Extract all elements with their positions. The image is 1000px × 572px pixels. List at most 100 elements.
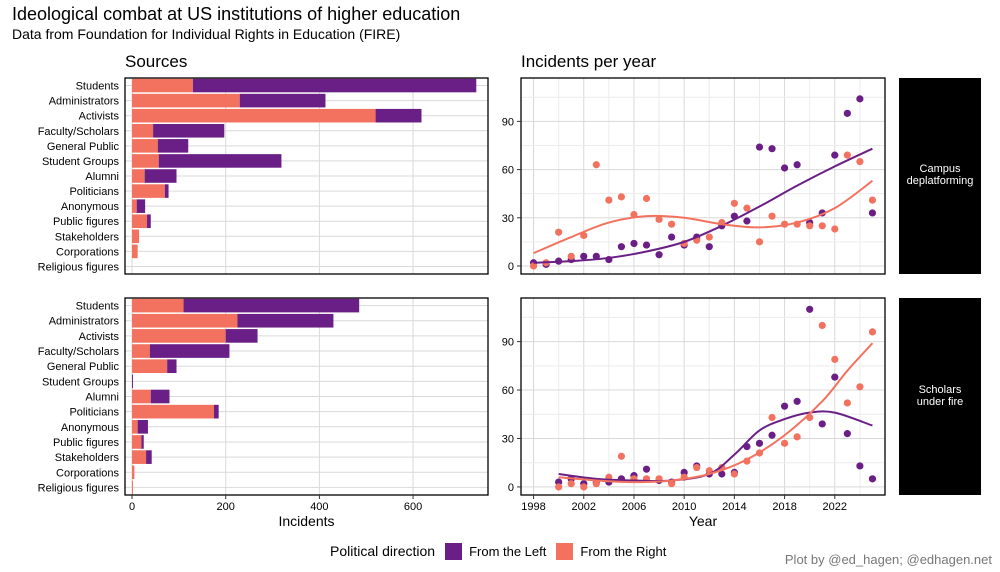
scatter-scholars-under-fire-point-from-the-right-2024 — [856, 383, 864, 391]
scatter-campus-deplatforming-point-from-the-right-2016 — [755, 238, 764, 246]
scatter-campus-deplatforming-point-from-the-right-2015 — [743, 204, 751, 212]
bars-scholars-under-fire-category-label-general-public: General Public — [47, 361, 120, 373]
bars-scholars-under-fire-tick-label-x-600: 600 — [404, 501, 422, 513]
scatter-campus-deplatforming-point-from-the-right-2007 — [642, 194, 651, 203]
bars-campus-deplatforming-bar-faculty-scholars-from-the-left — [153, 123, 225, 138]
scatter-campus-deplatforming-point-from-the-left-2023 — [843, 109, 851, 117]
scatter-campus-deplatforming-point-from-the-left-2002 — [580, 252, 588, 260]
scatter-campus-deplatforming-point-from-the-left-2017 — [768, 145, 776, 153]
scatter-scholars-under-fire-point-from-the-left-2023 — [843, 430, 851, 438]
bars-scholars-under-fire-category-label-public-figures: Public figures — [53, 437, 120, 449]
bars-scholars-under-fire-category-label-activists: Activists — [79, 331, 120, 343]
bars-scholars-under-fire-category-label-anonymous: Anonymous — [61, 422, 120, 434]
bars-campus-deplatforming-category-label-anonymous: Anonymous — [61, 201, 120, 213]
scatter-scholars-under-fire-point-from-the-left-2021 — [818, 420, 826, 428]
scatter-campus-deplatforming-point-from-the-right-1998 — [529, 262, 538, 270]
chart-title: Ideological combat at US institutions of… — [12, 4, 461, 24]
strip-label-campus: Campus deplatforming — [899, 163, 981, 187]
scatter-campus-deplatforming-tick-label-y-30: 30 — [502, 213, 514, 225]
scatter-campus-deplatforming-trend-line-from-the-left — [533, 147, 873, 264]
strip-label-scholars-line2: under fire — [916, 396, 964, 408]
scatter-scholars-under-fire-point-from-the-right-2005 — [617, 452, 626, 460]
scatter-campus-deplatforming-tick-label-y-90: 90 — [502, 116, 514, 128]
scatter-campus-deplatforming-point-from-the-right-2022 — [831, 225, 839, 233]
scatter-scholars-under-fire-point-from-the-right-2011 — [693, 463, 701, 472]
bars-scholars-under-fire-tick-label-x-400: 400 — [310, 501, 328, 513]
bars-scholars-under-fire-bar-administrators-from-the-right — [132, 313, 238, 328]
bars-scholars-under-fire-bar-administrators-from-the-left — [237, 313, 334, 328]
scatter-scholars-under-fire-tick-label-y-0: 0 — [508, 482, 514, 494]
bars-scholars-under-fire-tick-label-x-200: 200 — [217, 501, 235, 513]
strip-label-scholars-line1: Scholars — [918, 384, 962, 396]
scatter-scholars-under-fire-tick-label-x-2010: 2010 — [672, 501, 696, 513]
scatter-scholars-under-fire-point-from-the-right-2021 — [818, 321, 826, 330]
scatter-scholars-under-fire-trend-line-from-the-left — [558, 410, 873, 483]
facet-strip-scholars — [899, 298, 981, 495]
bars-campus-deplatforming-bar-alumni-from-the-right — [132, 169, 145, 183]
bars-campus-deplatforming-bar-students-from-the-left — [192, 78, 477, 93]
scatter-campus-deplatforming-point-from-the-right-2012 — [705, 233, 713, 241]
bars-campus-deplatforming-category-label-alumni: Alumni — [85, 171, 119, 183]
scatter-scholars-under-fire-trend-line-from-the-right — [558, 342, 874, 484]
scatter-campus-deplatforming-point-from-the-left-2025 — [868, 209, 877, 217]
bars-scholars-under-fire-bar-stakeholders-from-the-left — [146, 450, 152, 464]
bars-scholars-under-fire-bar-anonymous-from-the-left — [137, 419, 148, 434]
scatter-campus-deplatforming-point-from-the-left-2008 — [655, 251, 663, 259]
bars-scholars-under-fire-bar-faculty-scholars-from-the-right — [132, 344, 150, 358]
bars-scholars-under-fire-bar-faculty-scholars-from-the-left — [149, 344, 230, 358]
bars-campus-deplatforming-bar-activists-from-the-left — [375, 108, 422, 123]
scatter-campus-deplatforming-point-from-the-left-2015 — [743, 217, 751, 225]
bars-scholars-under-fire-x-axis-label: Incidents — [278, 513, 334, 529]
bars-scholars-under-fire-bar-students-from-the-left — [183, 298, 360, 313]
scatter-scholars-under-fire-point-from-the-right-2019 — [793, 433, 801, 441]
scatter-scholars-under-fire-tick-label-y-30: 30 — [502, 433, 514, 445]
scatter-campus-deplatforming-point-from-the-left-2007 — [642, 241, 651, 249]
bars-campus-deplatforming-category-label-religious-figures: Religious figures — [38, 261, 120, 273]
chart-subtitle: Data from Foundation for Individual Righ… — [12, 26, 401, 42]
scatter-campus-deplatforming-point-from-the-right-2001 — [567, 252, 575, 260]
scatter-campus-deplatforming-point-from-the-right-2021 — [818, 222, 826, 230]
bars-campus-deplatforming-category-label-students: Students — [76, 81, 120, 93]
bars-campus-deplatforming-panel-frame — [124, 77, 489, 275]
bars-campus-deplatforming-bar-administrators-from-the-left — [239, 93, 326, 108]
scatter-scholars-under-fire-tick-label-x-1998: 1998 — [521, 501, 545, 513]
bars-scholars-under-fire-category-label-faculty-scholars: Faculty/Scholars — [38, 346, 120, 358]
legend-title: Political direction — [330, 543, 436, 559]
legend: Political direction From the Left From t… — [330, 541, 676, 561]
bars-campus-deplatforming-bar-activists-from-the-right — [132, 108, 376, 123]
bars-campus-deplatforming-bar-general-public-from-the-right — [132, 139, 158, 153]
bars-scholars-under-fire-category-label-administrators: Administrators — [49, 316, 120, 328]
bars-scholars-under-fire-bar-stakeholders-from-the-right — [132, 450, 147, 464]
scatter-scholars-under-fire-point-from-the-left-2020 — [806, 305, 814, 313]
scatter-campus-deplatforming-point-from-the-left-2005 — [617, 243, 626, 251]
bars-scholars-under-fire-bar-activists-from-the-left — [225, 329, 258, 343]
scatter-scholars-under-fire-point-from-the-right-2000 — [555, 483, 563, 491]
scatter-campus-deplatforming-point-from-the-right-2009 — [668, 220, 676, 228]
scatter-scholars-under-fire-point-from-the-right-2017 — [768, 413, 776, 422]
strip-label-scholars: Scholars under fire — [899, 384, 981, 408]
bars-scholars-under-fire-bar-activists-from-the-right — [132, 329, 226, 343]
bars-campus-deplatforming-bar-administrators-from-the-right — [132, 93, 240, 108]
bars-scholars-under-fire-bar-anonymous-from-the-right — [132, 419, 138, 434]
bars-campus-deplatforming-bar-anonymous-from-the-left — [136, 199, 146, 213]
scatter-scholars-under-fire-point-from-the-left-2016 — [755, 439, 764, 447]
bars-campus-deplatforming-bar-politicians-from-the-right — [132, 184, 165, 198]
scatter-campus-deplatforming-point-from-the-right-2024 — [856, 157, 864, 166]
scatter-scholars-under-fire-point-from-the-right-2003 — [592, 480, 600, 488]
bars-campus-deplatforming-bar-students-from-the-right — [132, 78, 193, 93]
scatter-scholars-under-fire-tick-label-y-60: 60 — [502, 385, 514, 397]
scatter-scholars-under-fire-point-from-the-right-2014 — [730, 470, 738, 478]
scatter-scholars-under-fire-panel-frame — [520, 297, 886, 496]
scatter-campus-deplatforming-point-from-the-left-2018 — [780, 164, 789, 172]
scatter-campus-deplatforming-point-from-the-right-2005 — [617, 193, 626, 201]
scatter-scholars-under-fire-point-from-the-left-2019 — [793, 397, 801, 405]
bars-campus-deplatforming-category-label-general-public: General Public — [47, 141, 120, 153]
scatter-campus-deplatforming-panel-frame — [520, 77, 886, 275]
scatter-scholars-under-fire-point-from-the-left-2025 — [868, 475, 877, 483]
bars-campus-deplatforming-category-label-stakeholders: Stakeholders — [55, 231, 120, 243]
scatter-campus-deplatforming-point-from-the-left-2016 — [755, 143, 764, 151]
scatter-campus-deplatforming-point-from-the-left-2022 — [831, 151, 839, 159]
bars-scholars-under-fire-category-label-corporations: Corporations — [56, 467, 119, 479]
bars-campus-deplatforming-bar-faculty-scholars-from-the-right — [132, 123, 154, 138]
